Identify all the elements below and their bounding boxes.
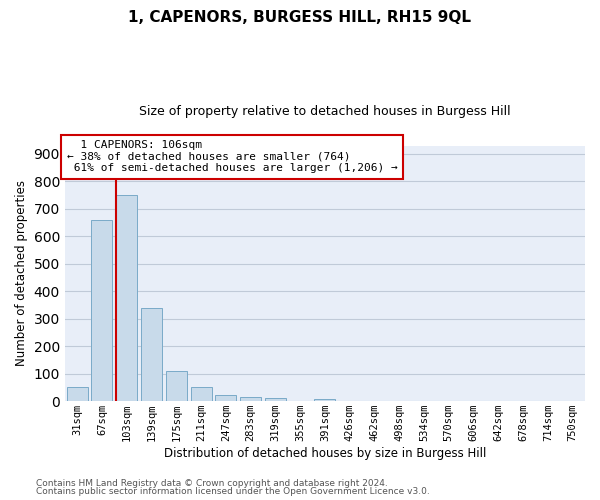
Bar <box>240 398 261 401</box>
Text: Contains HM Land Registry data © Crown copyright and database right 2024.: Contains HM Land Registry data © Crown c… <box>36 478 388 488</box>
Text: Contains public sector information licensed under the Open Government Licence v3: Contains public sector information licen… <box>36 487 430 496</box>
Bar <box>166 372 187 401</box>
Bar <box>215 395 236 401</box>
Y-axis label: Number of detached properties: Number of detached properties <box>15 180 28 366</box>
Text: 1 CAPENORS: 106sqm  
← 38% of detached houses are smaller (764)
 61% of semi-det: 1 CAPENORS: 106sqm ← 38% of detached hou… <box>67 140 398 173</box>
Bar <box>191 388 212 401</box>
Bar <box>91 220 112 401</box>
Bar <box>116 195 137 401</box>
Bar <box>314 399 335 401</box>
Text: 1, CAPENORS, BURGESS HILL, RH15 9QL: 1, CAPENORS, BURGESS HILL, RH15 9QL <box>128 10 472 25</box>
Bar <box>265 398 286 401</box>
Bar <box>141 308 162 401</box>
X-axis label: Distribution of detached houses by size in Burgess Hill: Distribution of detached houses by size … <box>164 447 486 460</box>
Title: Size of property relative to detached houses in Burgess Hill: Size of property relative to detached ho… <box>139 105 511 118</box>
Bar <box>67 388 88 401</box>
